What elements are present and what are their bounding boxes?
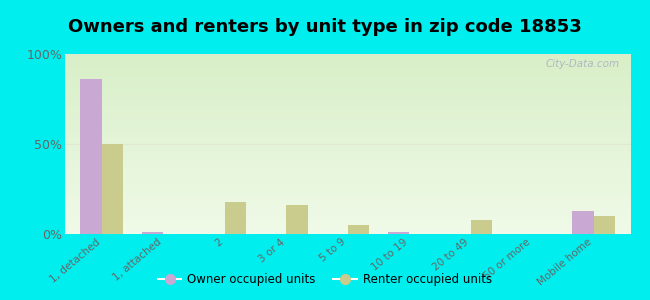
Bar xyxy=(348,225,369,234)
Legend: Owner occupied units, Renter occupied units: Owner occupied units, Renter occupied un… xyxy=(153,269,497,291)
Bar xyxy=(471,220,492,234)
Bar xyxy=(142,232,163,234)
Bar xyxy=(593,216,615,234)
Text: City-Data.com: City-Data.com xyxy=(545,59,619,69)
Bar xyxy=(387,232,410,234)
Bar xyxy=(81,79,102,234)
Text: Owners and renters by unit type in zip code 18853: Owners and renters by unit type in zip c… xyxy=(68,18,582,36)
Bar xyxy=(102,144,124,234)
Bar xyxy=(225,202,246,234)
Bar xyxy=(572,211,593,234)
Bar xyxy=(286,205,308,234)
